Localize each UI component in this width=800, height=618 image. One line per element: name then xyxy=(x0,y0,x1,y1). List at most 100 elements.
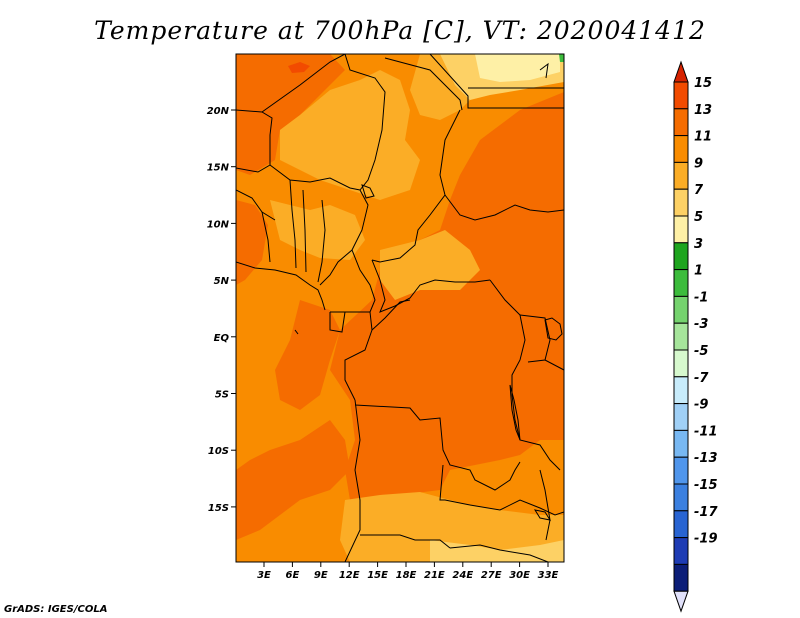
island-bioko xyxy=(294,329,299,335)
colorbar-label: 15 xyxy=(694,76,712,91)
colorbar-label: 11 xyxy=(694,130,712,145)
temperature-field xyxy=(236,54,564,562)
lat-label: 5N xyxy=(214,276,230,287)
colorbar-swatch xyxy=(673,269,689,297)
colorbar-bottom-arrow xyxy=(673,590,689,613)
lon-label: 3E xyxy=(257,570,271,581)
lake-kariba xyxy=(533,509,552,521)
colorbar-label: -17 xyxy=(694,505,718,520)
lon-label: 24E xyxy=(452,570,473,581)
border-namibia xyxy=(360,534,451,549)
colorbar-label: 5 xyxy=(694,210,703,225)
lat-label: EQ xyxy=(214,333,230,344)
lon-label: 15E xyxy=(367,570,388,581)
lat-label: 15S xyxy=(208,503,229,514)
latitude-axis: 20N 15N 10N 5N EQ 5S 10S 15S xyxy=(207,106,236,514)
border-angola-drc xyxy=(354,404,521,491)
colorbar-label: -15 xyxy=(694,478,718,493)
colorbar-label: -1 xyxy=(694,290,708,305)
lake-victoria xyxy=(544,317,563,341)
lon-label: 33E xyxy=(538,570,559,581)
country-borders xyxy=(236,54,564,562)
lat-label: 20N xyxy=(207,106,230,117)
lon-label: 9E xyxy=(314,570,328,581)
colorbar-swatch xyxy=(673,135,689,163)
lon-label: 30E xyxy=(509,570,530,581)
border-mali-algeria xyxy=(261,54,346,113)
colorbar: 15 13 11 9 7 5 3 1 -1 -3 -5 -7 -9 -11 -13 -15 -17 -19 xyxy=(673,60,718,613)
colorbar-label: -13 xyxy=(694,451,718,466)
colorbar-swatch xyxy=(673,376,689,405)
border-togo-benin xyxy=(302,189,307,273)
field-cool-sahel xyxy=(280,70,420,200)
field-warm-coast xyxy=(275,300,340,410)
lon-label: 27E xyxy=(481,570,502,581)
colorbar-label: -9 xyxy=(694,398,708,413)
border-sudan-south xyxy=(444,194,564,221)
map-frame xyxy=(235,53,565,563)
border-gabon-congo xyxy=(330,311,373,401)
lon-label: 12E xyxy=(339,570,360,581)
border-car xyxy=(371,259,491,313)
colorbar-label: -7 xyxy=(694,371,709,386)
border-kenya-tanzania xyxy=(544,359,564,371)
field-warm-north xyxy=(236,54,345,175)
border-chad-east xyxy=(371,109,461,263)
lake-tanganyika xyxy=(509,384,521,441)
colorbar-swatch xyxy=(673,322,689,351)
lon-label: 6E xyxy=(286,570,300,581)
colorbar-swatch xyxy=(673,429,689,458)
border-libya-chad xyxy=(384,57,463,111)
field-cold-spot xyxy=(559,54,564,62)
colorbar-swatch xyxy=(673,242,689,271)
border-eq-guinea xyxy=(329,311,346,333)
colorbar-swatch xyxy=(673,81,689,110)
border-burkina-niger xyxy=(269,164,361,191)
lon-label: 21E xyxy=(424,570,445,581)
colorbar-label: 9 xyxy=(694,156,703,171)
border-guinea xyxy=(236,189,276,221)
colorbar-label: -11 xyxy=(694,424,718,439)
colorbar-label: 3 xyxy=(694,237,703,252)
colorbar-swatch xyxy=(673,456,689,485)
border-angola-west xyxy=(344,399,361,562)
map-title: Temperature at 700hPa [C], VT: 202004141… xyxy=(94,16,706,45)
border-cameroon xyxy=(351,249,376,313)
colorbar-swatch xyxy=(673,563,689,592)
field-cool-west xyxy=(270,200,365,260)
border-nigeria-west xyxy=(317,199,326,283)
colorbar-swatch xyxy=(673,108,689,137)
lat-label: 15N xyxy=(207,163,230,174)
lon-label: 18E xyxy=(396,570,417,581)
border-uganda xyxy=(519,314,551,363)
colorbar-swatch xyxy=(673,188,689,217)
colorbar-label: 7 xyxy=(694,183,704,198)
coastline-gulf-guinea xyxy=(236,261,326,311)
colorbar-swatch xyxy=(673,483,689,512)
lat-label: 10N xyxy=(207,219,230,230)
border-botswana xyxy=(449,544,549,562)
border-congo-drc xyxy=(371,299,411,331)
coastline-red-sea xyxy=(539,62,549,79)
field-cream-north xyxy=(475,54,560,82)
border-zambia-south xyxy=(469,499,564,516)
colorbar-label: 13 xyxy=(694,103,712,118)
colorbar-top-arrow xyxy=(673,60,689,83)
border-niger xyxy=(344,54,386,191)
colorbar-swatch xyxy=(673,215,689,244)
field-warm-west xyxy=(236,200,268,285)
colorbar-label: -19 xyxy=(694,532,718,547)
colorbar-swatch xyxy=(673,510,689,539)
field-cool-south xyxy=(340,492,564,562)
field-hot-spot xyxy=(288,62,310,73)
colorbar-label: 1 xyxy=(694,264,703,279)
border-malawi xyxy=(539,469,551,541)
field-warm-southwest xyxy=(236,420,350,540)
border-ghana xyxy=(289,179,297,269)
border-egypt-sudan xyxy=(429,54,564,109)
colorbar-label: -3 xyxy=(694,317,708,332)
credit-label: GrADS: IGES/COLA xyxy=(4,604,108,615)
colorbar-swatch xyxy=(673,295,689,324)
border-ivory-coast xyxy=(261,211,271,263)
